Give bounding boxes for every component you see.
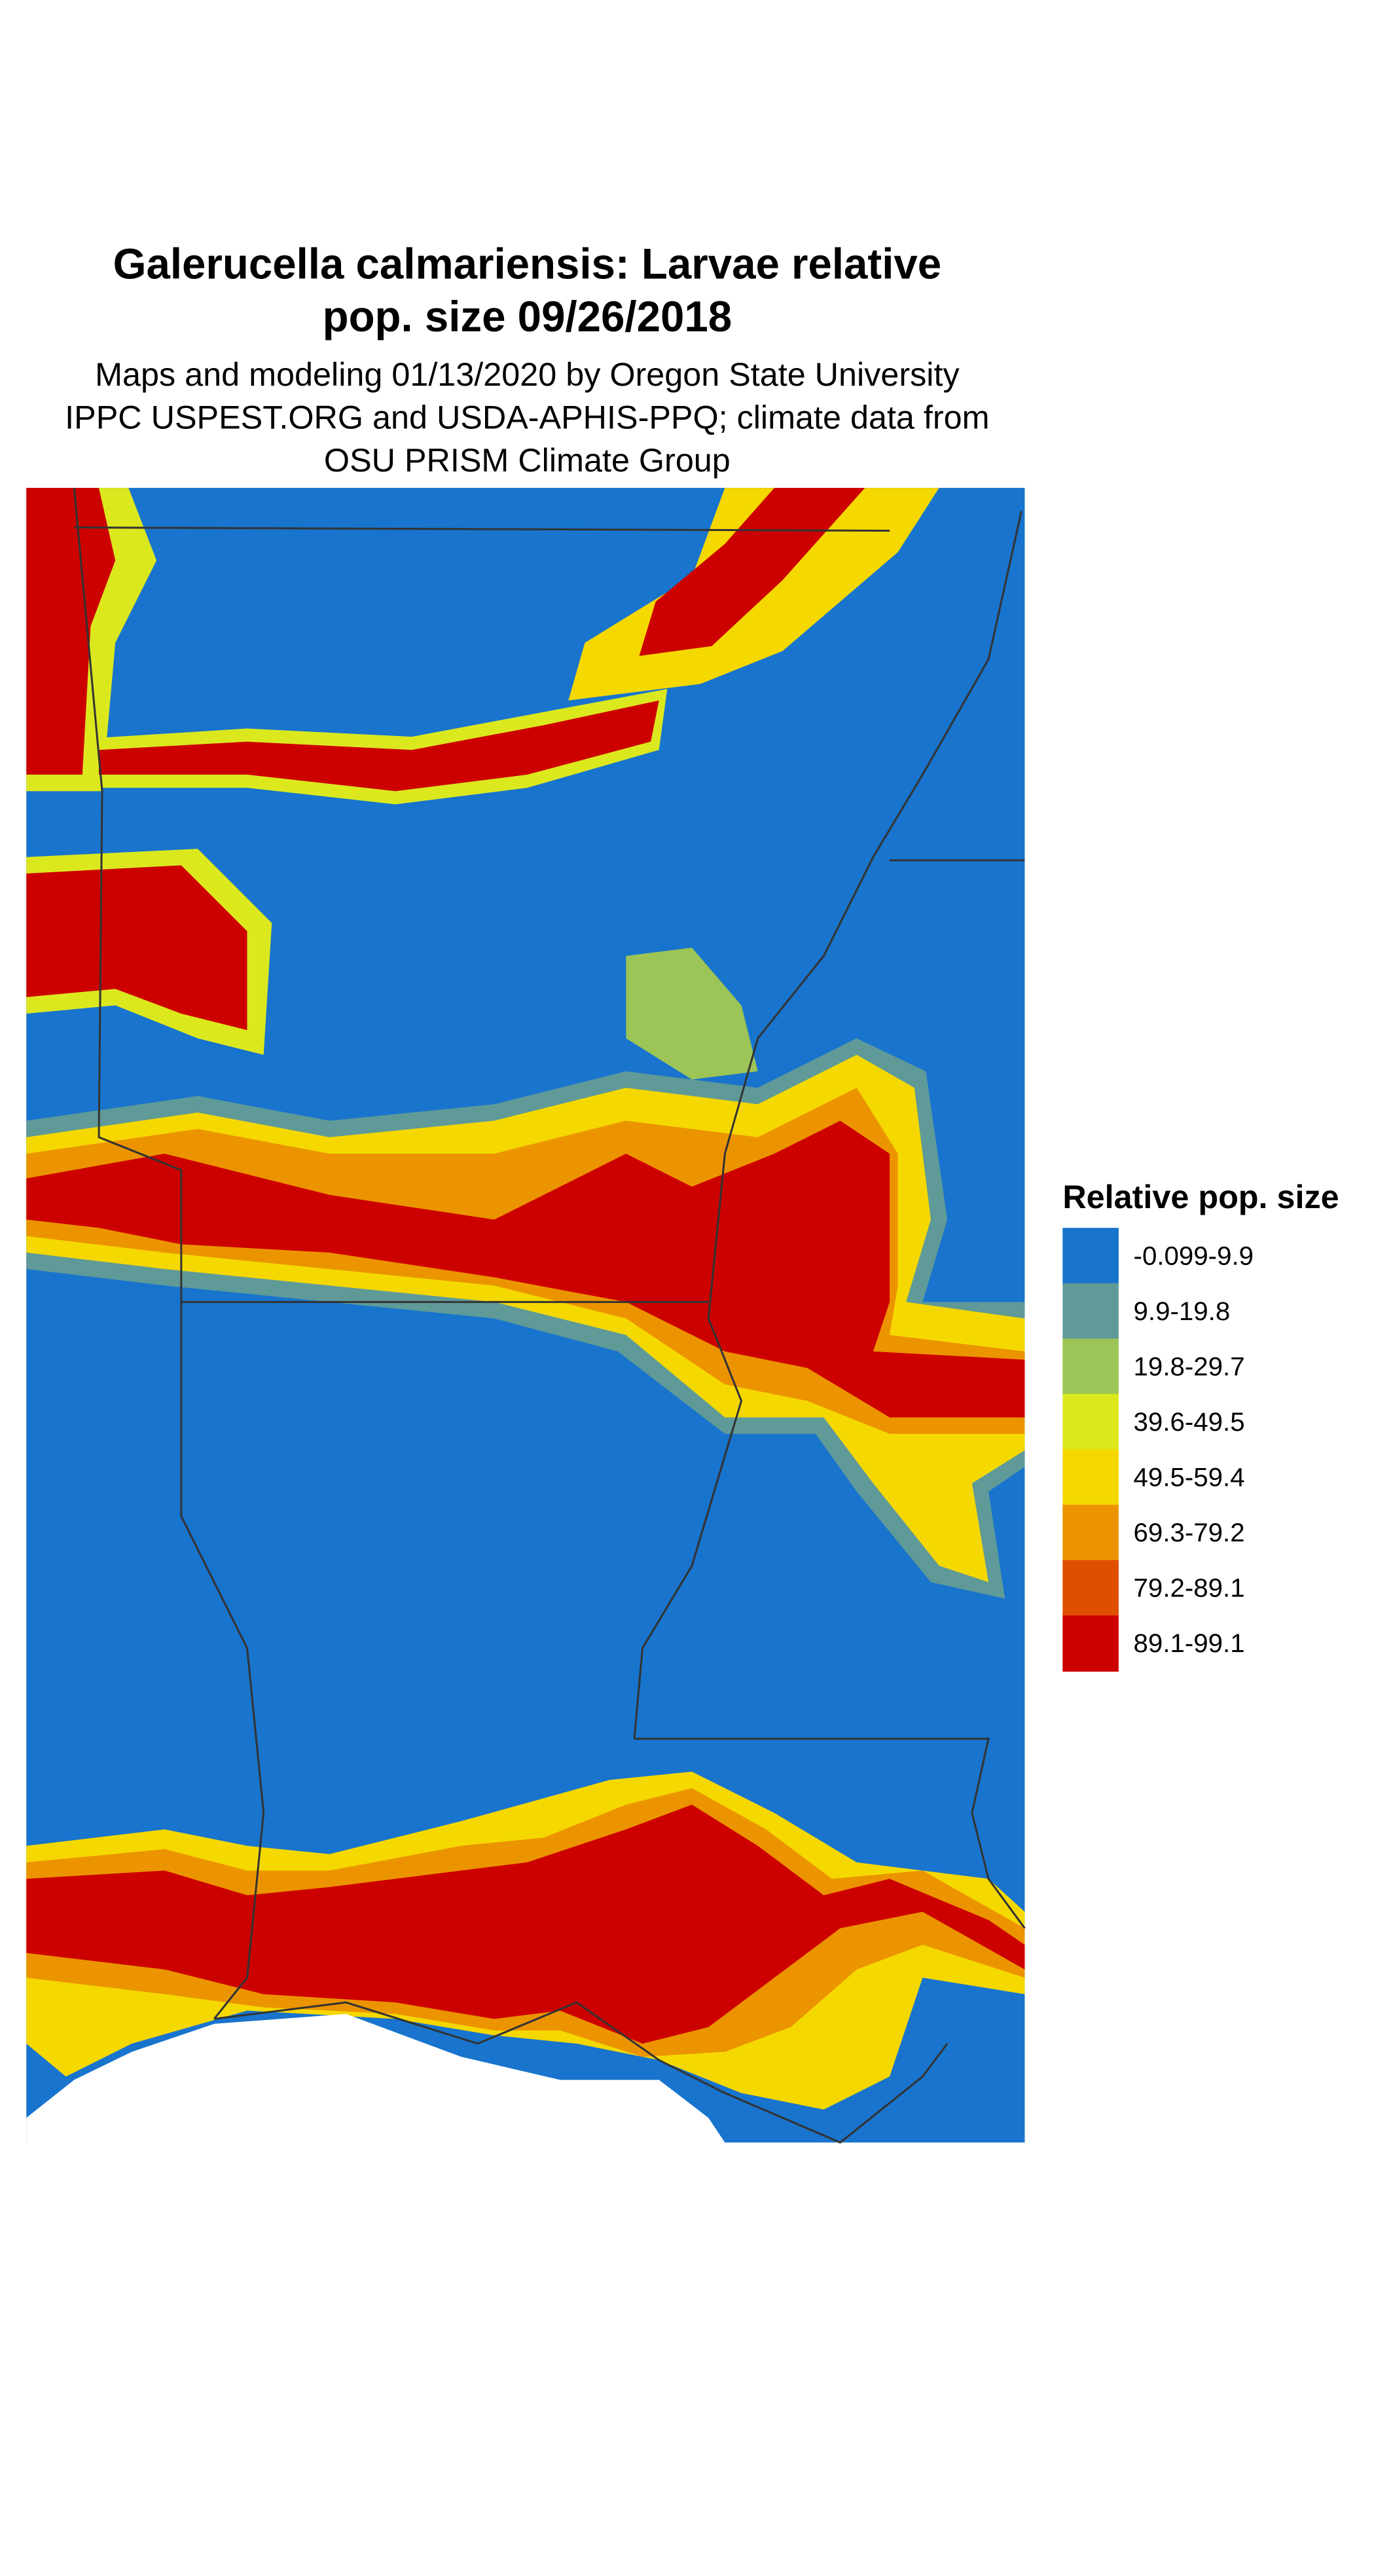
boundary xyxy=(634,1737,1026,1929)
subtitle: IPPC USPEST.ORG and USDA-APHIS-PPQ; clim… xyxy=(65,398,989,435)
region xyxy=(26,488,116,775)
legend-swatch xyxy=(1062,1228,1119,1284)
legend-label: 79.2-89.1 xyxy=(1134,1573,1245,1603)
legend-swatch xyxy=(1062,1449,1119,1506)
legend-label: -0.099-9.9 xyxy=(1134,1241,1254,1270)
region xyxy=(26,1120,1025,1418)
legend-swatch xyxy=(1062,1338,1119,1395)
title: pop. size 09/26/2018 xyxy=(323,293,732,340)
legend-swatch xyxy=(1062,1283,1119,1340)
legend-label: 19.8-29.7 xyxy=(1134,1352,1245,1381)
boundary xyxy=(74,526,890,532)
coastline xyxy=(213,2001,949,2144)
region xyxy=(626,948,758,1080)
subtitle: Maps and modeling 01/13/2020 by Oregon S… xyxy=(95,356,960,393)
boundary xyxy=(180,1302,265,2020)
legend-label: 39.6-49.5 xyxy=(1134,1407,1245,1437)
legend-swatch xyxy=(1062,1615,1119,1672)
region xyxy=(90,689,668,805)
subtitle: OSU PRISM Climate Group xyxy=(324,441,731,479)
legend-swatch xyxy=(1062,1393,1119,1450)
legend-title: Relative pop. size xyxy=(1062,1178,1339,1215)
legend-label: 49.5-59.4 xyxy=(1134,1463,1245,1492)
coast xyxy=(26,2014,725,2143)
region xyxy=(26,865,247,1031)
region xyxy=(26,1805,1025,2044)
legend: -0.099-9.9 9.9-19.8 19.8-29.7 39.6-49.5 49.5… xyxy=(1062,1228,1254,1672)
title: Galerucella calmariensis: Larvae relativ… xyxy=(113,240,942,287)
legend-label: 69.3-79.2 xyxy=(1134,1518,1245,1547)
map xyxy=(26,487,1026,2144)
region xyxy=(99,700,659,792)
boundary xyxy=(633,511,1022,1739)
legend-swatch xyxy=(1062,1504,1119,1561)
boundary xyxy=(73,487,709,1303)
legend-label: 89.1-99.1 xyxy=(1134,1628,1245,1658)
legend-label: 9.9-19.8 xyxy=(1134,1297,1231,1326)
legend-swatch xyxy=(1062,1560,1119,1617)
